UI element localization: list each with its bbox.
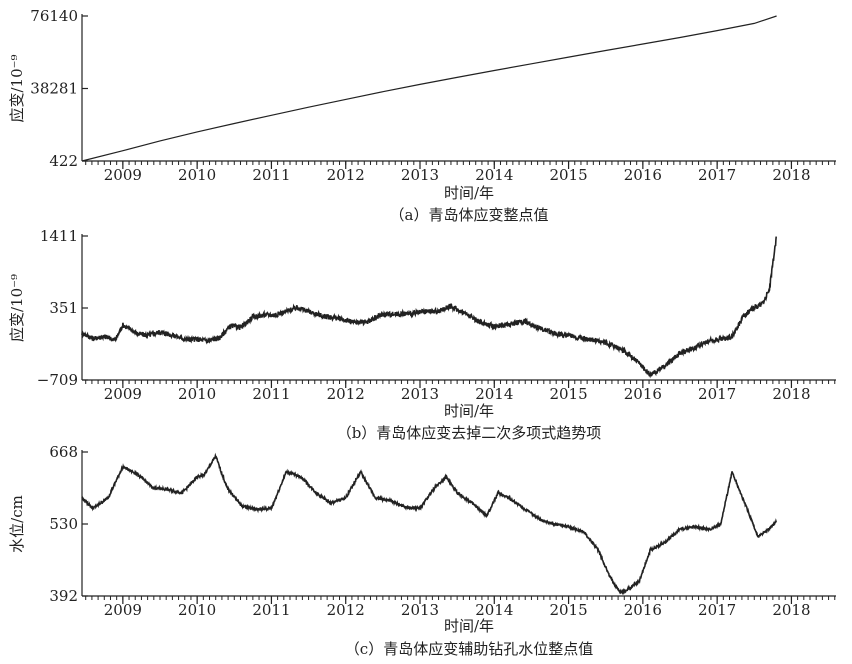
x-tick-label: 2010 <box>178 166 216 184</box>
x-tick-label: 2012 <box>327 166 365 184</box>
y-tick-label: 668 <box>49 443 78 461</box>
x-tick-label: 2013 <box>401 166 439 184</box>
y-axis-label: 应变/10⁻⁹ <box>8 54 26 122</box>
y-axis-label: 水位/cm <box>8 495 26 553</box>
panel-b: 2009 2010 2011 2012 2013 2014 2015 2016 2017 2018… <box>8 227 836 442</box>
x-tick-label: 2017 <box>698 385 736 403</box>
x-tick-label: 2013 <box>401 385 439 403</box>
y-tick-label: 76140 <box>30 7 78 25</box>
series-line <box>81 236 777 379</box>
series-line <box>81 15 777 162</box>
x-tick-label: 2011 <box>252 166 290 184</box>
y-tick-label: 422 <box>49 152 78 170</box>
x-tick-label: 2015 <box>549 385 587 403</box>
x-tick-label: 2015 <box>549 601 587 619</box>
y-tick-label: 38281 <box>30 80 78 98</box>
x-tick-label: 2015 <box>549 166 587 184</box>
series-line <box>81 452 777 596</box>
x-tick-label: 2011 <box>252 385 290 403</box>
x-tick-label: 2018 <box>772 166 810 184</box>
x-tick-label: 2018 <box>772 385 810 403</box>
x-tick-label: 2010 <box>178 385 216 403</box>
x-axis-label: 时间/年 <box>444 617 494 635</box>
x-tick-label: 2016 <box>624 166 662 184</box>
y-axis-label: 应变/10⁻⁹ <box>8 274 26 342</box>
x-tick-label: 2014 <box>475 601 513 619</box>
y-tick-label: 392 <box>49 587 78 605</box>
panel-a: 2009 2010 2011 2012 2013 2014 2015 2016 2017 2018… <box>8 7 836 224</box>
y-tick-label: 530 <box>49 515 78 533</box>
x-tick-label: 2014 <box>475 166 513 184</box>
y-tick-label: −709 <box>37 371 78 389</box>
panel-c: 2009 2010 2011 2012 2013 2014 2015 2016 2017 2018… <box>8 443 836 658</box>
x-axis-label: 时间/年 <box>444 402 494 420</box>
panel-caption: （b）青岛体应变去掉二次多项式趋势项 <box>337 424 602 442</box>
x-tick-label: 2017 <box>698 166 736 184</box>
x-tick-label: 2014 <box>475 385 513 403</box>
x-axis-label: 时间/年 <box>444 184 494 202</box>
x-tick-label: 2016 <box>624 601 662 619</box>
x-tick-label: 2012 <box>327 601 365 619</box>
x-tick-label: 2011 <box>252 601 290 619</box>
y-tick-label: 351 <box>49 299 78 317</box>
x-tick-label: 2009 <box>104 385 142 403</box>
x-tick-label: 2010 <box>178 601 216 619</box>
x-tick-label: 2018 <box>772 601 810 619</box>
y-tick-label: 1411 <box>40 227 78 245</box>
x-tick-label: 2009 <box>104 601 142 619</box>
x-tick-label: 2013 <box>401 601 439 619</box>
x-tick-label: 2016 <box>624 385 662 403</box>
x-tick-label: 2009 <box>104 166 142 184</box>
panel-caption: （c）青岛体应变辅助钻孔水位整点值 <box>345 640 593 658</box>
x-tick-label: 2012 <box>327 385 365 403</box>
x-tick-label: 2017 <box>698 601 736 619</box>
panel-caption: （a）青岛体应变整点值 <box>390 206 549 224</box>
